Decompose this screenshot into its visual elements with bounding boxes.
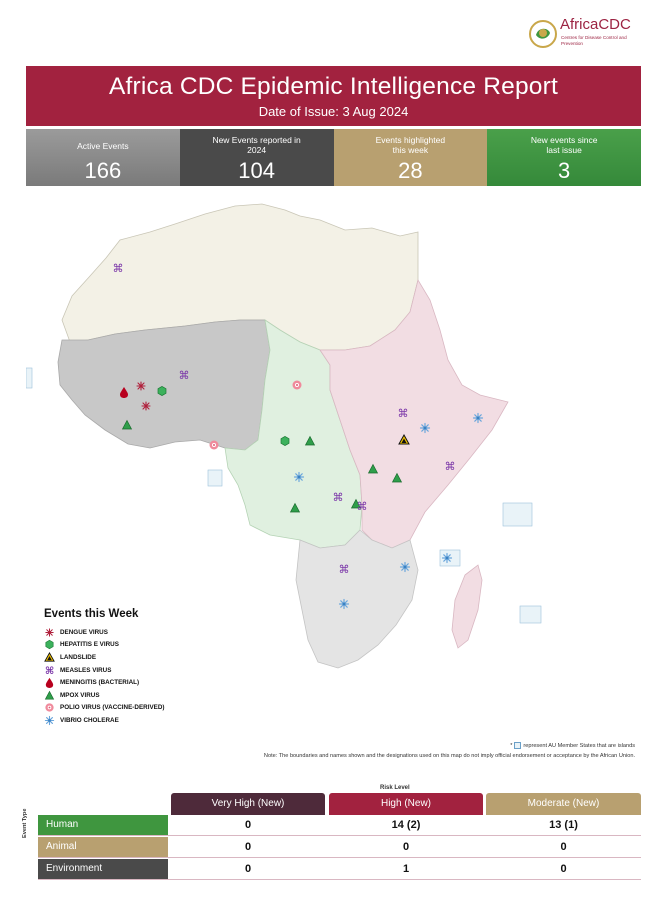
cholera-icon [419,422,431,434]
islands-asterisk: * [510,742,513,749]
legend-label: MEASLES VIRUS [60,666,112,674]
stat-label: New events since last issue [530,135,598,155]
cell-high: 0 [402,841,410,853]
column-very-high: Very High (New) [171,793,325,815]
stat-value: 104 [238,158,275,183]
issue-date: Date of Issue: 3 Aug 2024 [258,104,409,119]
island-square-icon [514,742,522,749]
polio-icon [209,440,219,450]
cholera-icon [441,552,453,564]
stat-highlighted-this-week: Events highlighted this week 28 [333,129,488,186]
stat-value: 166 [84,158,122,183]
legend-item: MEASLES VIRUS [44,664,244,677]
africa-map [26,203,542,669]
island-box-seychelles [502,502,533,527]
stat-label: Events highlighted this week [375,135,446,155]
measles-icon [178,369,190,382]
stat-new-events-2024: New Events reported in 2024 104 [179,129,334,186]
cell-very-high: 0 [244,819,252,831]
hepatitis-icon [157,386,167,396]
mpox-icon [45,690,54,700]
map-disclaimer: Note: The boundaries and names shown and… [263,753,635,759]
row-label: Human [38,815,168,835]
stat-label: Active Events [77,141,129,151]
risk-level-label: Risk Level [380,785,410,791]
stat-new-since-last-issue: New events since last issue 3 [487,129,641,186]
measles-icon [356,500,368,513]
legend-item: POLIO VIRUS (VACCINE-DERIVED) [44,702,244,715]
measles-icon [338,563,350,576]
cell-very-high: 0 [244,863,252,875]
legend-item: HEPATITIS E VIRUS [44,639,244,652]
cholera-icon [293,471,305,483]
meningitis-icon [45,678,54,689]
cholera-icon [338,598,350,610]
report-title: Africa CDC Epidemic Intelligence Report [109,73,558,100]
legend-label: HEPATITIS E VIRUS [60,641,119,649]
madagascar [451,564,483,649]
map-legend: Events this Week DENGUE VIRUS HEPATITIS … [44,608,244,727]
table-row-environment: Environment 0 1 0 [38,859,641,880]
cholera-icon [472,412,484,424]
legend-item: MENINGITIS (BACTERIAL) [44,676,244,689]
legend-label: MENINGITIS (BACTERIAL) [60,679,140,687]
cell-very-high: 0 [244,841,252,853]
cell-moderate: 13 (1) [549,819,578,831]
table-row-animal: Animal 0 0 0 [38,837,641,858]
dengue-icon [136,381,146,391]
region-west-africa [57,319,271,451]
legend-label: LANDSLIDE [60,653,97,661]
logo-tagline: Centres for Disease Control and Preventi… [561,35,627,46]
cell-high: 1 [402,863,410,875]
cell-moderate: 0 [560,863,567,875]
stat-label: New Events reported in 2024 [212,135,301,155]
island-box-cabo-verde [26,367,33,389]
stat-active-events: Active Events 166 [26,129,180,186]
stat-value: 3 [558,158,571,183]
measles-icon [444,460,456,473]
table-row-human: Human 0 14 (2) 13 (1) [38,815,641,836]
legend-item: MPOX VIRUS [44,689,244,702]
dengue-icon [45,628,54,637]
measles-icon [397,407,409,420]
cholera-icon [399,561,411,573]
region-southern-africa [295,529,419,669]
legend-title: Events this Week [44,608,139,620]
report-header: Africa CDC Epidemic Intelligence Report … [26,66,641,126]
islands-note-text: represent AU Member States that are isla… [523,742,635,749]
legend-label: VIBRIO CHOLERAE [60,716,119,724]
legend-item: LANDSLIDE [44,651,244,664]
stat-value: 28 [398,158,423,183]
hepatitis-icon [45,640,54,650]
event-type-label: Event Type [22,808,28,838]
legend-item: DENGUE VIRUS [44,626,244,639]
legend-label: DENGUE VIRUS [60,628,108,636]
islands-note: * represent AU Member States that are isl… [510,742,635,749]
legend-label: POLIO VIRUS (VACCINE-DERIVED) [60,704,165,712]
island-box-mauritius [519,605,542,624]
measles-icon [112,262,124,275]
island-box-sao-tome [207,469,223,487]
measles-icon [44,665,55,676]
polio-icon [45,703,54,712]
africa-cdc-logo: AfricaCDC Centres for Disease Control an… [526,14,640,62]
row-label: Environment [38,859,168,879]
cell-moderate: 0 [560,841,567,853]
hepatitis-icon [280,436,290,446]
legend-label: MPOX VIRUS [60,691,100,699]
region-east-africa [319,278,509,549]
logo-emblem-icon [529,20,557,48]
logo-name: AfricaCDC [560,16,631,33]
row-label: Animal [38,837,168,857]
measles-icon [332,491,344,504]
cell-high: 14 (2) [391,819,421,831]
landslide-icon [44,652,55,662]
cholera-icon [44,715,55,726]
column-moderate: Moderate (New) [486,793,641,815]
dengue-icon [141,401,151,411]
stats-bar: Active Events 166 New Events reported in… [26,129,641,186]
column-high: High (New) [329,793,483,815]
legend-item: VIBRIO CHOLERAE [44,714,244,727]
polio-icon [292,380,302,390]
